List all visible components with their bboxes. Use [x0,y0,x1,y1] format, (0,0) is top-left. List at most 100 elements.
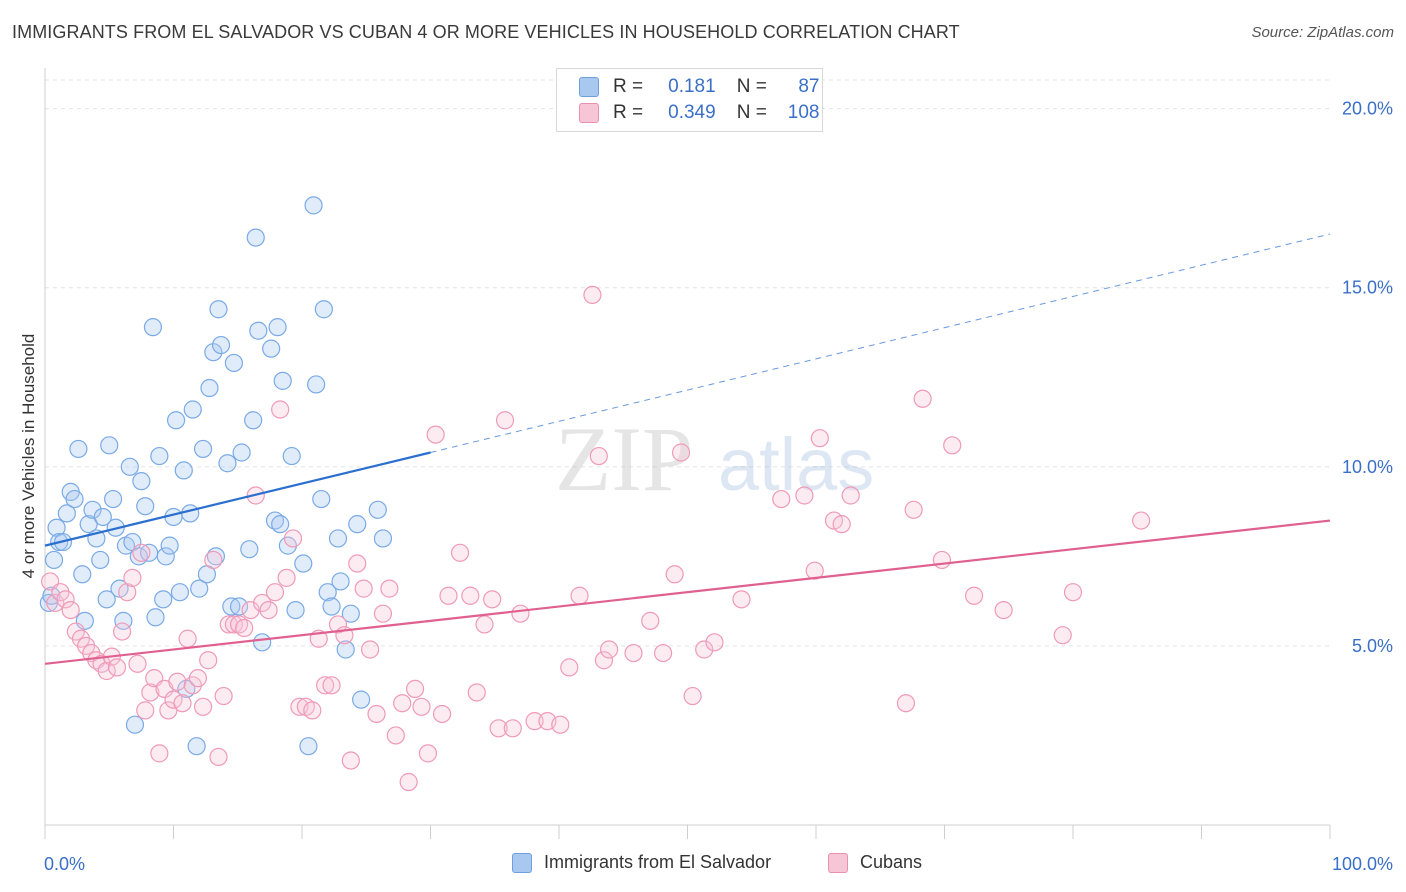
data-point [174,461,193,480]
data-point [190,579,209,598]
data-point [204,550,223,570]
tick-labels: 5.0% 10.0% 15.0% 20.0% 0.0% 100.0% [44,99,1393,874]
data-point [91,550,110,570]
data-point [361,640,380,659]
y-axis-label: 4 or more Vehicles in Household [19,334,38,579]
data-point [241,600,260,620]
data-point [373,529,393,548]
data-point [426,425,445,444]
data-point [46,593,65,613]
data-point [352,690,371,709]
data-point [600,640,619,659]
legend-item-cubans[interactable]: Cubans [828,852,922,873]
data-point [695,640,714,659]
data-point [328,529,348,548]
data-point [405,679,425,698]
data-point [168,672,187,691]
axes [44,68,1331,839]
data-point [570,586,589,605]
data-point [199,651,218,670]
data-point [299,737,318,756]
data-point [282,446,301,466]
r-value: 0.181 [668,76,716,97]
data-point [262,339,281,358]
y-tick-label: 20.0% [1342,99,1393,119]
data-point [705,633,724,652]
source-label: Source: ZipAtlas.com [1251,24,1394,41]
data-point [318,583,337,602]
data-point [125,715,145,734]
data-point [896,694,916,713]
data-point [386,726,405,745]
legend-label: Cubans [860,852,923,872]
data-point [294,554,313,573]
data-point [118,583,137,602]
data-point [156,547,175,566]
data-point [368,500,387,519]
data-point [56,590,75,609]
data-point [141,683,160,702]
watermark-zip: ZIP [555,408,693,510]
data-point [316,676,335,695]
data-point [418,744,438,763]
y-tick-label: 5.0% [1352,636,1393,656]
data-point [461,586,480,605]
data-point [249,321,268,340]
n-value: 87 [798,76,820,97]
data-point [341,751,360,770]
legend-swatch-salvador [579,77,599,97]
data-point [253,593,272,613]
data-point [904,500,923,519]
data-point [224,615,243,634]
data-point [181,504,200,523]
trend-line-salvador-extension [430,233,1331,453]
legend-row-salvador: R = 0.181 N = 87 [579,74,819,100]
data-point [373,604,393,623]
data-point [467,683,486,702]
data-point [240,540,259,559]
data-point [188,669,208,688]
y-tick-label: 15.0% [1342,278,1393,298]
data-point [107,658,127,677]
data-point [93,507,112,527]
n-label: N = [736,76,767,97]
data-point [79,515,98,534]
data-point [97,661,116,681]
data-point [132,472,151,491]
data-point [200,378,219,398]
data-point [832,515,851,534]
data-point [314,300,333,319]
series-cubans [41,285,1151,792]
data-point [354,579,373,598]
legend-item-salvador[interactable]: Immigrants from El Salvador [512,852,771,873]
data-point [336,640,355,659]
data-point [224,353,243,373]
data-point [61,600,80,620]
data-point [683,686,702,706]
data-point [341,604,360,623]
data-point [624,643,643,663]
n-label: N = [736,102,767,123]
data-point [511,604,530,623]
data-point [772,489,791,509]
data-points [39,196,1151,792]
data-point [286,600,305,620]
data-point [312,489,331,509]
data-point [69,439,88,459]
data-point [495,411,515,430]
x-tick-label-min: 0.0% [44,854,85,874]
data-point [307,375,326,394]
data-point [399,772,418,792]
data-point [273,371,292,390]
data-point [1063,583,1083,602]
data-point [128,654,147,673]
data-point [665,565,684,584]
data-point [393,694,412,713]
data-point [589,446,608,466]
data-point [132,543,151,562]
data-point [65,489,84,509]
data-point [232,443,251,462]
r-label: R = [613,102,644,123]
data-point [57,504,76,523]
data-point [560,658,579,677]
